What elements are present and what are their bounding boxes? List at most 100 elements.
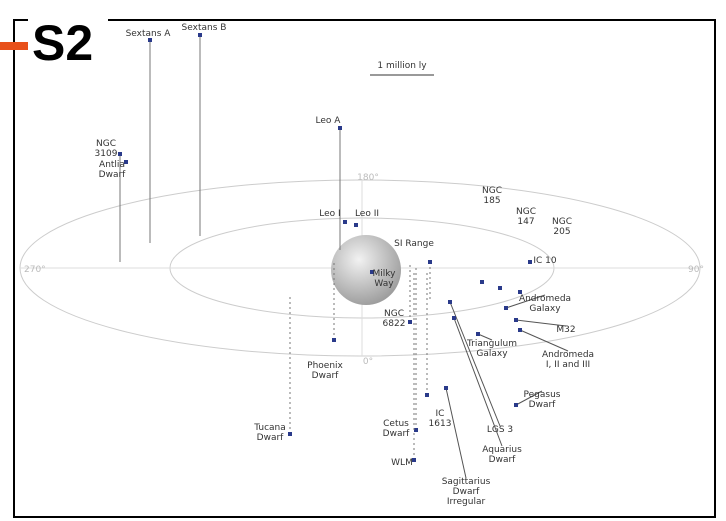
galaxy-point [514, 318, 518, 322]
galaxy-label: NGC 3109 [95, 139, 118, 159]
label-line: Dwarf [489, 455, 517, 465]
angle-label: 90° [688, 265, 704, 275]
label-line: Dwarf [453, 487, 481, 497]
galaxy-label: Antlia Dwarf [99, 160, 127, 180]
galaxy-point [343, 220, 347, 224]
label-line: Antlia [99, 160, 125, 170]
label-line: Leo A [316, 116, 342, 126]
label-line: M32 [556, 325, 575, 335]
galaxy-point [412, 458, 416, 462]
label-line: NGC [482, 186, 502, 196]
galaxy-point [428, 260, 432, 264]
angle-label: 270° [24, 265, 46, 275]
galaxy-label: NGC 147 [516, 207, 536, 227]
galaxy-label: Cetus Dwarf [383, 419, 411, 439]
angle-label: 180° [357, 173, 379, 183]
label-line: 3109 [95, 149, 118, 159]
label-line: Leo I [319, 209, 340, 219]
label-line: Dwarf [99, 170, 127, 180]
label-line: Dwarf [383, 429, 411, 439]
galaxy-label: IC 1613 [429, 409, 452, 429]
label-line: NGC [516, 207, 536, 217]
label-line: Tucana [253, 423, 286, 433]
label-line: Galaxy [476, 349, 508, 359]
galaxy-label: NGC 185 [482, 186, 502, 206]
accent-bar [0, 42, 32, 50]
leader-line [449, 301, 501, 427]
galaxy-label: Andromeda I, II and III [542, 350, 594, 370]
galaxy-point [408, 320, 412, 324]
galaxy-point [118, 152, 122, 156]
label-line: Irregular [447, 497, 486, 507]
galaxy-label: Milky Way [373, 269, 397, 289]
galaxy-label: Pegasus Dwarf [524, 390, 561, 410]
galaxy-label: Leo I [319, 209, 340, 219]
label-line: 147 [517, 217, 534, 227]
leader-line [445, 387, 467, 479]
label-line: SI Range [394, 239, 434, 249]
label-line: NGC [96, 139, 116, 149]
label-line: WLM [391, 458, 413, 468]
label-line: Phoenix [307, 361, 343, 371]
leader-line [515, 319, 567, 327]
scale-label: 1 million ly [377, 61, 427, 71]
slide-title: S2 [32, 15, 93, 71]
galaxy-label: Sagittarius Dwarf Irregular [442, 477, 491, 507]
label-line: Aquarius [482, 445, 522, 455]
label-line: Milky [373, 269, 397, 279]
label-line: Dwarf [312, 371, 340, 381]
milky-way-sphere [331, 235, 401, 305]
galaxy-label: Leo A [316, 116, 342, 126]
galaxy-label: Tucana Dwarf [253, 423, 286, 443]
leader-line [477, 333, 493, 341]
galaxy-label: WLM [391, 458, 413, 468]
galaxy-point [414, 428, 418, 432]
label-line: Andromeda [542, 350, 594, 360]
label-line: 185 [483, 196, 500, 206]
label-line: IC 10 [533, 256, 557, 266]
label-line: Triangulum [466, 339, 517, 349]
galaxy-label: Sextans B [182, 23, 227, 33]
leader-line [515, 390, 543, 406]
galaxy-point [148, 38, 152, 42]
galaxy-point [332, 338, 336, 342]
label-line: 1613 [429, 419, 452, 429]
leader-line [505, 294, 546, 309]
label-line: I, II and III [546, 360, 590, 370]
galaxy-point [370, 270, 374, 274]
label-line: Cetus [383, 419, 409, 429]
leader-line [453, 317, 503, 447]
galaxy-point [504, 306, 508, 310]
label-line: NGC [384, 309, 404, 319]
galaxy-point [448, 300, 452, 304]
label-line: NGC [552, 217, 572, 227]
galaxy-point [518, 290, 522, 294]
galaxy-point [288, 432, 292, 436]
label-line: Sagittarius [442, 477, 491, 487]
title-bg [28, 8, 108, 66]
galaxy-point [425, 393, 429, 397]
galaxy-point [338, 126, 342, 130]
angle-label: 0° [363, 357, 373, 367]
galaxy-point [528, 260, 532, 264]
galaxy-point [124, 160, 128, 164]
galaxy-point [498, 286, 502, 290]
label-line: 6822 [383, 319, 406, 329]
galaxy-point [476, 332, 480, 336]
galaxy-point [444, 386, 448, 390]
label-line: IC [436, 409, 445, 419]
label-line: Pegasus [524, 390, 561, 400]
galaxy-label: Andromeda Galaxy [519, 294, 571, 314]
galaxy-label: SI Range [394, 239, 434, 249]
galaxy-point [480, 280, 484, 284]
label-line: Sextans A [126, 29, 172, 39]
galaxy-point [514, 403, 518, 407]
label-line: LGS 3 [487, 425, 513, 435]
galaxy-label: M32 [556, 325, 575, 335]
galaxy-label: Sextans A [126, 29, 172, 39]
leader-line [519, 329, 569, 352]
galaxy-point [198, 33, 202, 37]
galaxy-label: NGC 6822 [383, 309, 406, 329]
